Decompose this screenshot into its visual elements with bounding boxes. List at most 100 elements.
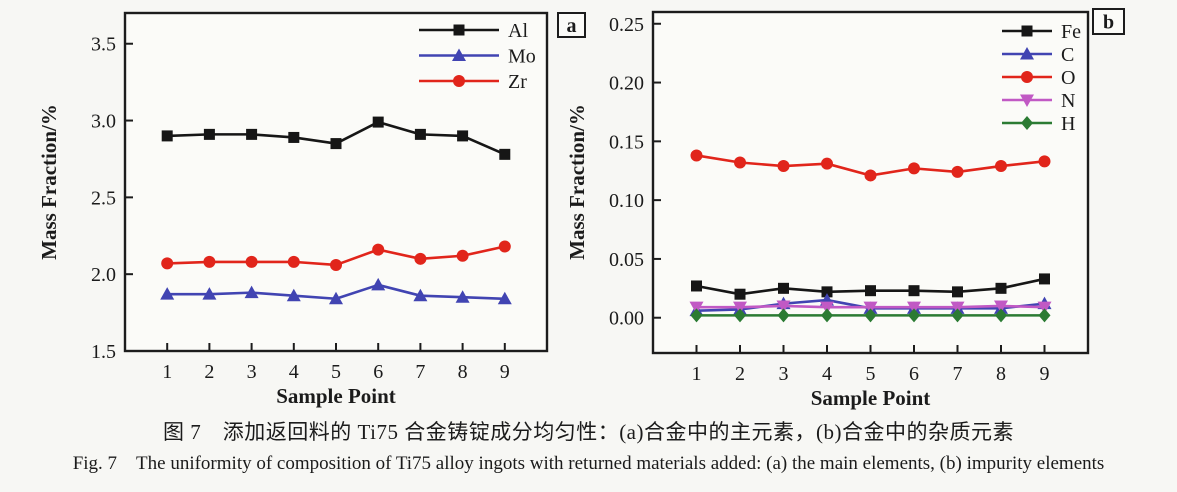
x-tick-label: 7 <box>953 363 963 385</box>
chart-panel-a: 1.5 2.0 2.5 3.0 3.5 1 2 3 4 5 6 7 8 9 Mass Fraction/% S… <box>37 11 586 408</box>
caption-chinese: 图 7 添加返回料的 Ti75 合金铸锭成分均匀性：(a)合金中的主元素，(b)… <box>163 420 1014 444</box>
data-point-N-3 <box>776 300 791 313</box>
data-point-Mo-9 <box>497 291 512 305</box>
y-tick-label: 3.5 <box>91 34 116 56</box>
legend-marker-H <box>1021 116 1033 130</box>
data-point-H-7 <box>951 308 964 323</box>
x-tick-label: 9 <box>500 361 510 383</box>
y-tick-label: 0.00 <box>609 308 644 330</box>
data-point-Zr-5 <box>330 258 342 271</box>
x-tick-label: 3 <box>779 363 789 385</box>
data-point-O-3 <box>777 160 790 173</box>
data-point-Fe-8 <box>995 282 1007 294</box>
series-N <box>689 300 1052 315</box>
panel-label: b <box>1103 12 1114 34</box>
panel-label: a <box>567 15 577 37</box>
data-point-O-1 <box>690 149 703 162</box>
legend-marker-N <box>1020 94 1034 107</box>
data-point-O-7 <box>951 165 964 178</box>
data-point-H-4 <box>821 308 833 323</box>
data-point-Fe-4 <box>821 286 833 298</box>
data-point-Mo-6 <box>371 277 386 291</box>
x-tick-label: 2 <box>204 361 214 383</box>
data-point-N-4 <box>820 301 834 315</box>
data-point-Fe-9 <box>1039 273 1050 285</box>
data-point-N-5 <box>863 301 878 315</box>
data-point-Al-2 <box>203 128 215 140</box>
data-point-N-6 <box>907 301 921 315</box>
data-point-Al-1 <box>161 130 173 142</box>
panel-label-box <box>1092 8 1125 35</box>
data-point-Fe-1 <box>691 280 702 292</box>
series-Mo <box>160 277 512 305</box>
legend-marker-Fe <box>1021 25 1033 37</box>
data-point-Mo-3 <box>244 285 259 299</box>
data-point-Zr-3 <box>245 255 258 268</box>
series-O <box>690 149 1051 182</box>
y-tick-label: 2.0 <box>91 264 116 286</box>
x-tick-label: 1 <box>692 363 702 385</box>
data-point-Mo-5 <box>329 291 343 305</box>
data-point-H-9 <box>1038 308 1051 323</box>
data-point-Al-7 <box>414 128 426 140</box>
data-point-O-6 <box>908 162 920 175</box>
data-point-O-2 <box>734 156 746 169</box>
charts-canvas: 1.5 2.0 2.5 3.0 3.5 1 2 3 4 5 6 7 8 9 Mass Fraction/% S… <box>37 8 1125 410</box>
data-point-Fe-2 <box>734 288 746 300</box>
legend-label-C: C <box>1061 44 1074 66</box>
legend-marker-Al <box>453 24 465 36</box>
data-point-Fe-7 <box>952 286 963 298</box>
data-point-Mo-2 <box>202 287 217 300</box>
legend-marker-O <box>1021 71 1033 83</box>
data-point-Fe-6 <box>908 285 920 297</box>
y-axis-title: Mass Fraction/% <box>37 104 61 260</box>
data-point-N-1 <box>689 301 704 315</box>
legend-marker-Mo <box>452 48 466 61</box>
series-Zr <box>161 240 511 271</box>
data-point-Mo-1 <box>160 287 175 300</box>
y-axis-title: Mass Fraction/% <box>565 104 589 260</box>
legend-label-Mo: Mo <box>508 46 536 68</box>
y-tick-label: 1.5 <box>91 341 116 363</box>
data-point-Mo-4 <box>286 288 301 302</box>
data-point-Fe-3 <box>778 282 789 294</box>
x-tick-label: 4 <box>289 361 299 383</box>
legend-label-Zr: Zr <box>508 71 527 93</box>
x-tick-label: 5 <box>331 361 341 383</box>
data-point-O-5 <box>864 169 877 182</box>
legend-label-O: O <box>1061 67 1075 89</box>
legend-marker-Zr <box>453 75 465 87</box>
data-point-Zr-9 <box>498 240 511 253</box>
x-tick-label: 9 <box>1040 363 1050 385</box>
x-tick-label: 3 <box>247 361 257 383</box>
legend-label-N: N <box>1061 90 1075 112</box>
data-point-N-7 <box>950 301 965 315</box>
x-tick-label: 6 <box>909 363 919 385</box>
data-point-O-8 <box>995 160 1007 173</box>
data-point-Al-3 <box>246 128 258 140</box>
data-point-Zr-1 <box>161 257 174 270</box>
x-tick-label: 1 <box>162 361 172 383</box>
data-point-Zr-7 <box>414 252 427 265</box>
data-point-Zr-2 <box>203 255 216 268</box>
legend: Al Mo Zr <box>419 20 536 93</box>
legend-marker-C <box>1020 47 1034 60</box>
y-tick-label: 0.05 <box>609 249 644 271</box>
legend-label-Fe: Fe <box>1061 21 1081 43</box>
x-tick-label: 2 <box>735 363 745 385</box>
data-point-H-2 <box>734 308 746 323</box>
caption-english: Fig. 7 The uniformity of composition of … <box>72 453 1105 475</box>
data-point-Al-8 <box>457 130 469 142</box>
data-point-Mo-8 <box>455 290 470 303</box>
data-point-N-2 <box>733 301 747 315</box>
data-point-Mo-7 <box>413 288 428 302</box>
data-point-N-8 <box>994 300 1008 313</box>
y-tick-label: 0.20 <box>609 73 644 95</box>
data-point-H-5 <box>864 308 877 323</box>
data-point-Al-4 <box>288 131 300 143</box>
panel-label-box <box>557 12 586 38</box>
data-point-N-9 <box>1037 301 1052 315</box>
data-point-H-8 <box>995 308 1007 323</box>
